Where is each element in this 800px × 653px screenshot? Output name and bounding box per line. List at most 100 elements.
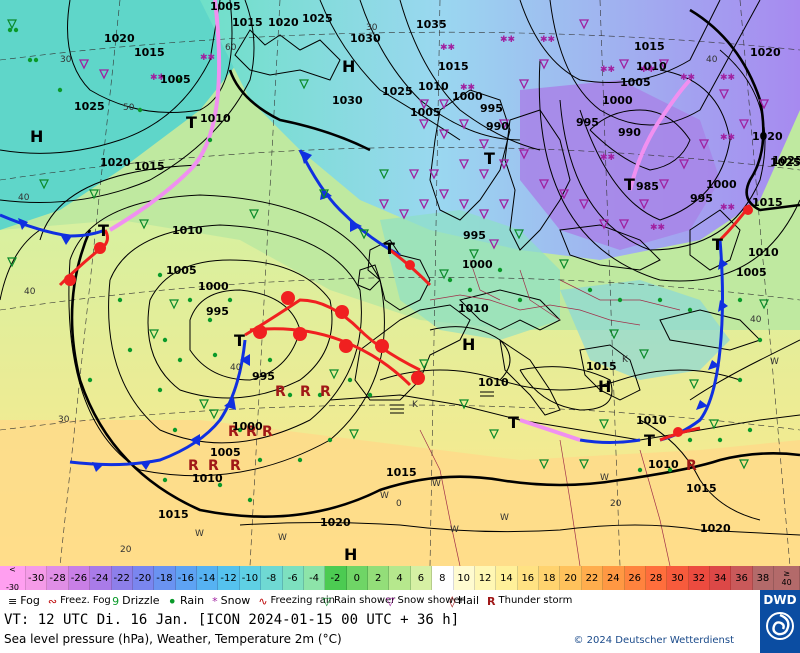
isotherm-label: 40 [24, 287, 36, 297]
temperature-color-scale: < -30 -30 -28 -26 -24 -22 -20 -18 -16 -14 -12 -10 -8-… [0, 564, 800, 592]
isotherm-label: 20 [610, 499, 622, 509]
freezing-rain-icon: ∿ [258, 594, 268, 608]
svg-text:R: R [686, 458, 697, 474]
isobar-label: 1015 [232, 16, 263, 29]
legend-label: Hail [457, 594, 480, 607]
isobar-label: 1000 [452, 90, 483, 103]
svg-text:R: R [228, 424, 239, 440]
isobar-label: 1020 [700, 522, 731, 535]
isobar-label: 1005 [160, 73, 191, 86]
low-pressure-center: T [186, 113, 197, 132]
scale-label: 16 [521, 572, 535, 584]
isobar-label: 1005 [210, 0, 241, 13]
scale-label: 28 [649, 572, 663, 584]
low-pressure-center: T [384, 239, 395, 258]
isobar-label: 1020 [750, 46, 781, 59]
isobar-label: 1020 [104, 32, 135, 45]
scale-cell: -6 [282, 566, 304, 590]
weather-letter-labels: K K W W W W W W W W [195, 355, 779, 543]
svg-text:✱✱: ✱✱ [720, 133, 735, 143]
scale-label: 22 [585, 572, 599, 584]
scale-label: -14 [199, 572, 216, 584]
high-pressure-center: H [30, 127, 43, 146]
scale-cell: 4 [389, 566, 411, 590]
scale-cell: 6 [410, 566, 433, 590]
isobar-label: 1010 [648, 458, 679, 471]
scale-cell: -22 [111, 566, 133, 590]
scale-label: < [9, 564, 16, 574]
scale-cell: 36 [731, 566, 753, 590]
isotherm-label: 30 [60, 55, 72, 65]
scale-label: -4 [309, 572, 320, 584]
scale-label: -16 [177, 572, 194, 584]
scale-label: -6 [287, 572, 298, 584]
scale-cell-min: < -30 [0, 564, 26, 592]
scale-label: ≥ [783, 569, 790, 578]
scale-cell: 8 [432, 566, 454, 590]
weather-letter: W [380, 491, 389, 501]
isobar-label: 1020 [268, 16, 299, 29]
svg-text:✱✱: ✱✱ [600, 153, 615, 163]
low-pressure-center: T [624, 175, 635, 194]
scale-cell: 12 [474, 566, 497, 590]
weather-letter: K [412, 400, 419, 410]
isobar-label: 1000 [602, 94, 633, 107]
weather-letter: W [450, 525, 459, 535]
isobar-labels: 1005 1015 1020 1025 1035 1020 1015 1005 … [74, 0, 800, 535]
low-pressure-center: T [508, 413, 519, 432]
logo-text: DWD [763, 593, 797, 607]
scale-cell: 34 [710, 566, 732, 590]
isobar-label: 1015 [158, 508, 189, 521]
scale-cell: -26 [68, 566, 91, 590]
isobar-label: 1000 [232, 420, 263, 433]
isobar-label: 1015 [386, 466, 417, 479]
scale-label: 2 [375, 572, 382, 584]
hail-icon: ◊ [449, 594, 455, 608]
isobar-label: 985 [636, 180, 659, 193]
map-subtitle: Sea level pressure (hPa), Weather, Tempe… [4, 632, 342, 646]
scale-cell: 26 [624, 566, 646, 590]
isobar-label: 1015 [134, 160, 165, 173]
scale-label: 38 [756, 572, 770, 584]
thunderstorm-icon: R [487, 594, 496, 608]
isobar-label: 995 [206, 305, 229, 318]
isotherm-label: 60 [225, 43, 237, 53]
scale-cell: 14 [496, 566, 518, 590]
scale-cell: -18 [154, 566, 176, 590]
isobar-label: 1005 [166, 264, 197, 277]
svg-text:✱✱: ✱✱ [460, 83, 475, 93]
legend-label: Fog [20, 594, 40, 607]
low-pressure-center: T [98, 221, 109, 240]
scale-label: 10 [457, 572, 471, 584]
scale-cell: 30 [667, 566, 689, 590]
svg-text:✱✱: ✱✱ [720, 203, 735, 213]
isotherm-label: 40 [18, 193, 30, 203]
legend-hail: ◊ Hail [449, 594, 480, 608]
legend-label: Thunder storm [498, 595, 573, 606]
isobar-label: 1005 [210, 446, 241, 459]
weather-letter: K [622, 355, 629, 365]
copyright-link[interactable]: © 2024 Deutscher Wetterdienst [573, 635, 734, 646]
scale-cell: -10 [239, 566, 262, 590]
drizzle-icon: 9 [112, 594, 120, 608]
legend-rain-shower: ▽ Rain shower [323, 596, 396, 607]
low-pressure-center: T [484, 149, 495, 168]
isobar-label: 990 [486, 120, 509, 133]
scale-label: -18 [156, 572, 173, 584]
svg-text:✱✱: ✱✱ [150, 73, 165, 83]
svg-text:✱✱: ✱✱ [680, 73, 695, 83]
weather-letter: W [432, 479, 441, 489]
isobar-label: 990 [618, 126, 641, 139]
isobar-label: 995 [252, 370, 275, 383]
scale-label: -28 [49, 572, 66, 584]
dwd-logo[interactable]: DWD [760, 590, 800, 653]
temp-zone-hot [0, 420, 800, 566]
isobar-label: 1010 [478, 376, 509, 389]
legend-label: Freez. Fog [60, 595, 111, 606]
scale-label: 6 [417, 572, 425, 584]
snow-icon: * [212, 594, 218, 608]
svg-text:✱✱: ✱✱ [650, 223, 665, 233]
